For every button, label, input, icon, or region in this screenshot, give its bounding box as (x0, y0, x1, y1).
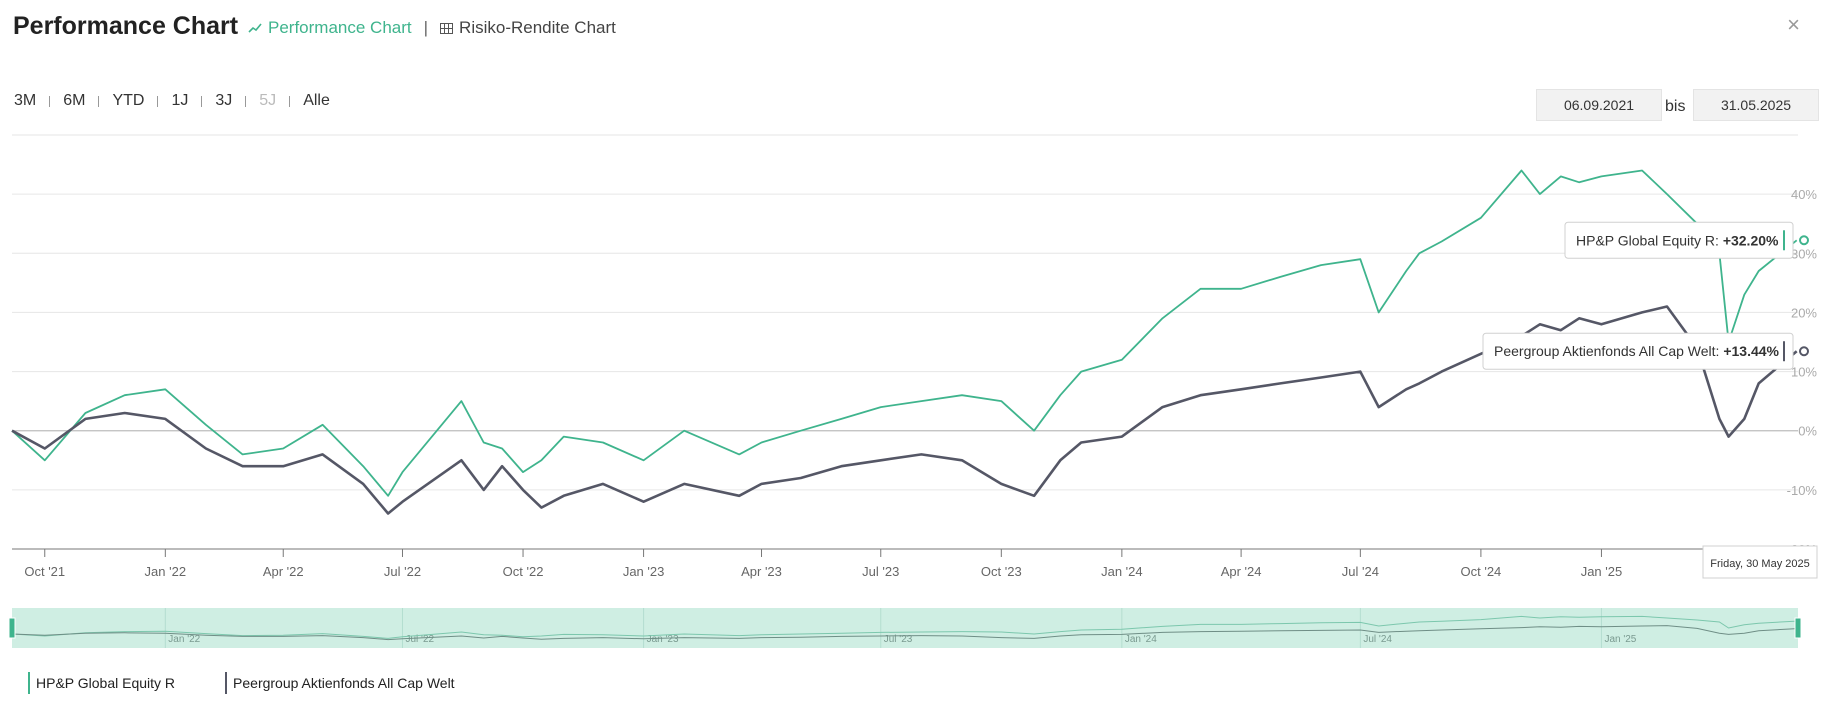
tooltip-value: +32.20% (1723, 232, 1779, 248)
navigator-tick-label: Jul '24 (1363, 634, 1392, 645)
y-tick-label: 0% (1798, 424, 1817, 439)
navigator-series-line (11, 625, 1797, 641)
tab-performance-chart-label: Performance Chart (268, 18, 412, 37)
range-1j-button[interactable]: 1J (171, 92, 189, 109)
tooltip-box (1482, 332, 1794, 370)
x-tick-label: Oct '21 (24, 564, 65, 579)
x-tick-label: Jan '25 (1581, 564, 1623, 579)
series-end-point (1799, 346, 1809, 357)
navigator-right-handle (1794, 617, 1802, 639)
tab-risk-return-chart[interactable]: Risiko-Rendite Chart (440, 18, 616, 38)
line-chart-icon (248, 23, 262, 33)
close-icon[interactable]: × (1787, 12, 1800, 37)
legend-marker (28, 672, 30, 694)
date-to-input[interactable]: 31.05.2025 (1693, 89, 1819, 121)
navigator-left-handle (8, 617, 16, 639)
range-3j-button[interactable]: 3J (215, 92, 233, 109)
range-ytd-button[interactable]: YTD (112, 92, 145, 109)
legend-item-hpp-global-equity[interactable]: HP&P Global Equity R (28, 672, 175, 694)
legend-label: Peergroup Aktienfonds All Cap Welt (233, 675, 455, 691)
chart-legend: HP&P Global Equity R Peergroup Aktienfon… (28, 672, 455, 694)
tooltip-value: +13.44% (1723, 343, 1779, 359)
navigator-tick-label: Jul '22 (405, 634, 434, 645)
tab-performance-chart[interactable]: Performance Chart (248, 18, 412, 38)
range-5j-button: 5J (259, 92, 277, 109)
range-divider (98, 95, 100, 107)
legend-marker (225, 672, 228, 694)
range-6m-button[interactable]: 6M (63, 92, 86, 109)
x-tick-label: Jan '23 (623, 564, 665, 579)
y-tick-label: 40% (1791, 187, 1817, 202)
series-tooltip: Peergroup Aktienfonds All Cap Welt: +13.… (1482, 332, 1794, 370)
tooltip-box (1564, 221, 1794, 259)
range-alle-button[interactable]: Alle (303, 92, 330, 109)
legend-label: HP&P Global Equity R (36, 675, 176, 691)
tooltip-label: Peergroup Aktienfonds All Cap Welt: +13.… (1494, 343, 1780, 359)
range-divider (201, 95, 203, 107)
x-tick-label: Jan '22 (145, 564, 187, 579)
range-divider (289, 95, 291, 107)
date-from-input[interactable]: 06.09.2021 (1536, 89, 1662, 121)
x-tick-label: Apr '23 (741, 564, 782, 579)
range-selector: 3M 6M YTD 1J 3J 5J Alle (14, 92, 330, 110)
navigator-tick-label: Jan '23 (647, 634, 679, 645)
x-tick-label: Oct '22 (503, 564, 544, 579)
series-end-point (1799, 235, 1809, 246)
x-tick-label: Oct '24 (1461, 564, 1502, 579)
series-line-1 (11, 169, 1798, 497)
tab-risk-return-chart-label: Risiko-Rendite Chart (459, 18, 616, 37)
x-tick-label: Jul '24 (1342, 564, 1379, 579)
navigator-series-line (11, 615, 1797, 639)
range-3m-button[interactable]: 3M (14, 92, 37, 109)
navigator-tick-label: Jan '22 (168, 634, 200, 645)
series-line-2 (11, 305, 1798, 515)
tab-separator: | (423, 18, 429, 37)
range-navigator: Jan '22 Jul '22 Jan '23 Jul '23 Jan '24 Jul '… (8, 608, 1802, 648)
x-tick-label: Oct '23 (981, 564, 1022, 579)
x-tick-label: Jul '23 (862, 564, 899, 579)
legend-item-peergroup[interactable]: Peergroup Aktienfonds All Cap Welt (225, 672, 455, 694)
y-tick-label: 20% (1791, 305, 1817, 320)
navigator-tick-label: Jul '23 (884, 634, 913, 645)
y-tick-label: 10% (1791, 365, 1817, 380)
page-title: Performance Chart (13, 12, 239, 40)
table-icon (440, 22, 454, 34)
range-divider (157, 95, 159, 107)
x-tick-label: Apr '24 (1221, 564, 1262, 579)
x-tick-label: Jan '24 (1101, 564, 1143, 579)
series-tooltip: HP&P Global Equity R: +32.20% (1564, 221, 1794, 259)
y-tick-label: 30% (1791, 246, 1817, 261)
range-divider (49, 95, 51, 107)
x-tick-label: Apr '22 (263, 564, 304, 579)
date-tooltip-box (1702, 545, 1818, 579)
date-tooltip-text: Friday, 30 May 2025 (1710, 558, 1809, 570)
chart-view-switch: Performance Chart | Risiko-Rendite Chart (248, 18, 616, 38)
y-tick-label: -10% (1787, 483, 1818, 498)
range-divider (245, 95, 247, 107)
x-tick-label: Jul '22 (384, 564, 421, 579)
tooltip-label: HP&P Global Equity R: +32.20% (1576, 232, 1779, 248)
navigator-tick-label: Jan '25 (1604, 634, 1636, 645)
date-range-separator: bis (1665, 98, 1686, 115)
date-tooltip: Friday, 30 May 2025 (1702, 545, 1818, 579)
navigator-tick-label: Jan '24 (1125, 634, 1157, 645)
